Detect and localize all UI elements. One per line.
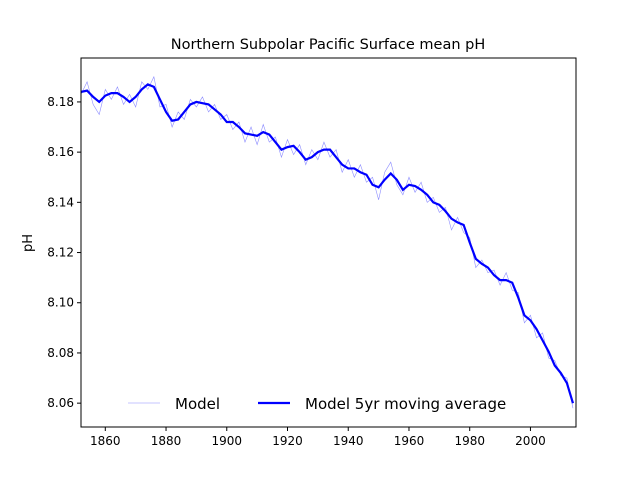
series-line bbox=[81, 83, 575, 404]
plot-frame bbox=[80, 57, 577, 428]
y-tick-label: 8.16 bbox=[47, 145, 74, 159]
x-tick-label: 1960 bbox=[394, 434, 425, 448]
x-tick-label: 1980 bbox=[454, 434, 485, 448]
y-axis-label: pH bbox=[21, 234, 36, 252]
legend-label: Model bbox=[175, 395, 220, 413]
x-tick-label: 1940 bbox=[333, 434, 364, 448]
x-tick-label: 1920 bbox=[272, 434, 303, 448]
y-tick-label: 8.18 bbox=[47, 95, 74, 109]
y-tick-label: 8.12 bbox=[47, 246, 74, 260]
y-tick-label: 8.14 bbox=[47, 195, 74, 209]
x-tick-label: 1880 bbox=[151, 434, 182, 448]
series-line bbox=[81, 75, 574, 409]
y-tick-label: 8.08 bbox=[47, 346, 74, 360]
legend-label: Model 5yr moving average bbox=[305, 395, 506, 413]
y-tick-label: 8.06 bbox=[47, 396, 74, 410]
x-tick-label: 1860 bbox=[90, 434, 121, 448]
x-tick-label: 2000 bbox=[515, 434, 546, 448]
chart-title: Northern Subpolar Pacific Surface mean p… bbox=[171, 37, 486, 53]
x-tick-label: 1900 bbox=[211, 434, 242, 448]
y-tick-label: 8.10 bbox=[47, 296, 74, 310]
